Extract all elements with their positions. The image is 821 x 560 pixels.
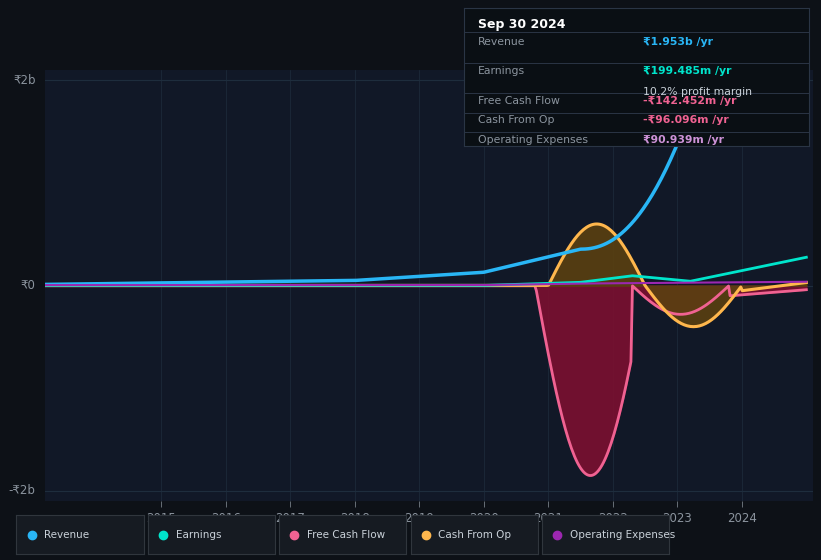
Text: -₹142.452m /yr: -₹142.452m /yr (643, 96, 736, 106)
Text: 10.2% profit margin: 10.2% profit margin (643, 87, 752, 97)
Text: ₹199.485m /yr: ₹199.485m /yr (643, 66, 732, 76)
Text: Operating Expenses: Operating Expenses (570, 530, 675, 540)
Text: Free Cash Flow: Free Cash Flow (307, 530, 385, 540)
Text: Cash From Op: Cash From Op (438, 530, 511, 540)
Text: -₹2b: -₹2b (8, 484, 35, 497)
Text: Operating Expenses: Operating Expenses (478, 134, 588, 144)
Text: Earnings: Earnings (176, 530, 222, 540)
Text: -₹96.096m /yr: -₹96.096m /yr (643, 115, 729, 125)
Text: Free Cash Flow: Free Cash Flow (478, 96, 560, 106)
Text: Sep 30 2024: Sep 30 2024 (478, 18, 565, 31)
Text: ₹2b: ₹2b (13, 74, 35, 87)
Text: ₹90.939m /yr: ₹90.939m /yr (643, 134, 724, 144)
Text: ₹1.953b /yr: ₹1.953b /yr (643, 37, 713, 47)
Text: Revenue: Revenue (44, 530, 89, 540)
Text: Revenue: Revenue (478, 37, 525, 47)
Text: ₹0: ₹0 (21, 279, 35, 292)
Text: Earnings: Earnings (478, 66, 525, 76)
Text: Cash From Op: Cash From Op (478, 115, 554, 125)
